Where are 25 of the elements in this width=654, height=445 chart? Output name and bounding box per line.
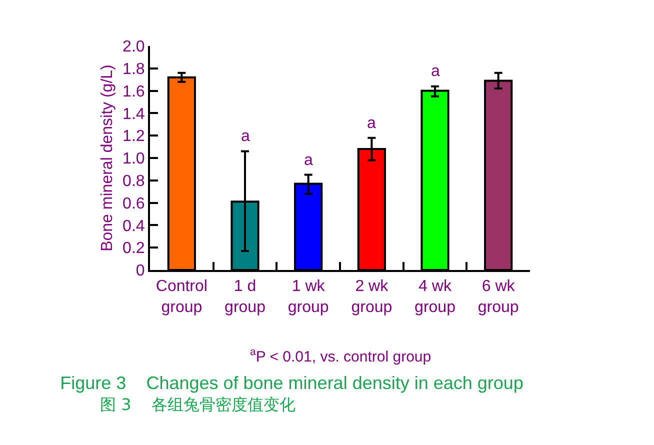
y-tick-label: 1.6	[122, 83, 145, 100]
text: $^{a}$P < 0.01, vs. control group	[250, 346, 432, 366]
y-tick-label: 0.4	[122, 218, 145, 235]
y-tick-label: 1.2	[122, 128, 145, 146]
y-tick-label: 1.4	[122, 106, 145, 123]
annotation: a	[241, 128, 250, 145]
y-tick-label: 0	[136, 262, 145, 280]
annotation: a	[304, 152, 313, 169]
y-tick-label: 2.0	[122, 38, 145, 56]
x-tick-label: 2 wk group	[351, 278, 392, 316]
y-tick-label: 0.6	[122, 195, 145, 212]
x-tick-label: 6 wk group	[478, 278, 519, 316]
y-tick-label: 0.8	[122, 173, 145, 190]
text: 图 3 各组兔骨密度值变化	[100, 395, 296, 414]
y-tick-label: 0.2	[122, 240, 145, 258]
text: Figure 3 Changes of bone mineral density in each group	[60, 373, 524, 393]
x-tick-label: 4 wk group	[414, 278, 456, 316]
annotation: a	[431, 63, 440, 80]
y-axis-title: Bone mineral density (g/L)	[98, 64, 116, 252]
y-tick-label: 1.0	[122, 150, 145, 168]
x-tick-label: 1 wk group	[288, 278, 329, 316]
x-tick-label: 1 d group	[224, 278, 266, 316]
y-tick-label: 1.8	[122, 61, 145, 78]
x-tick-label: Control group	[156, 278, 208, 316]
annotation: a	[367, 115, 376, 132]
